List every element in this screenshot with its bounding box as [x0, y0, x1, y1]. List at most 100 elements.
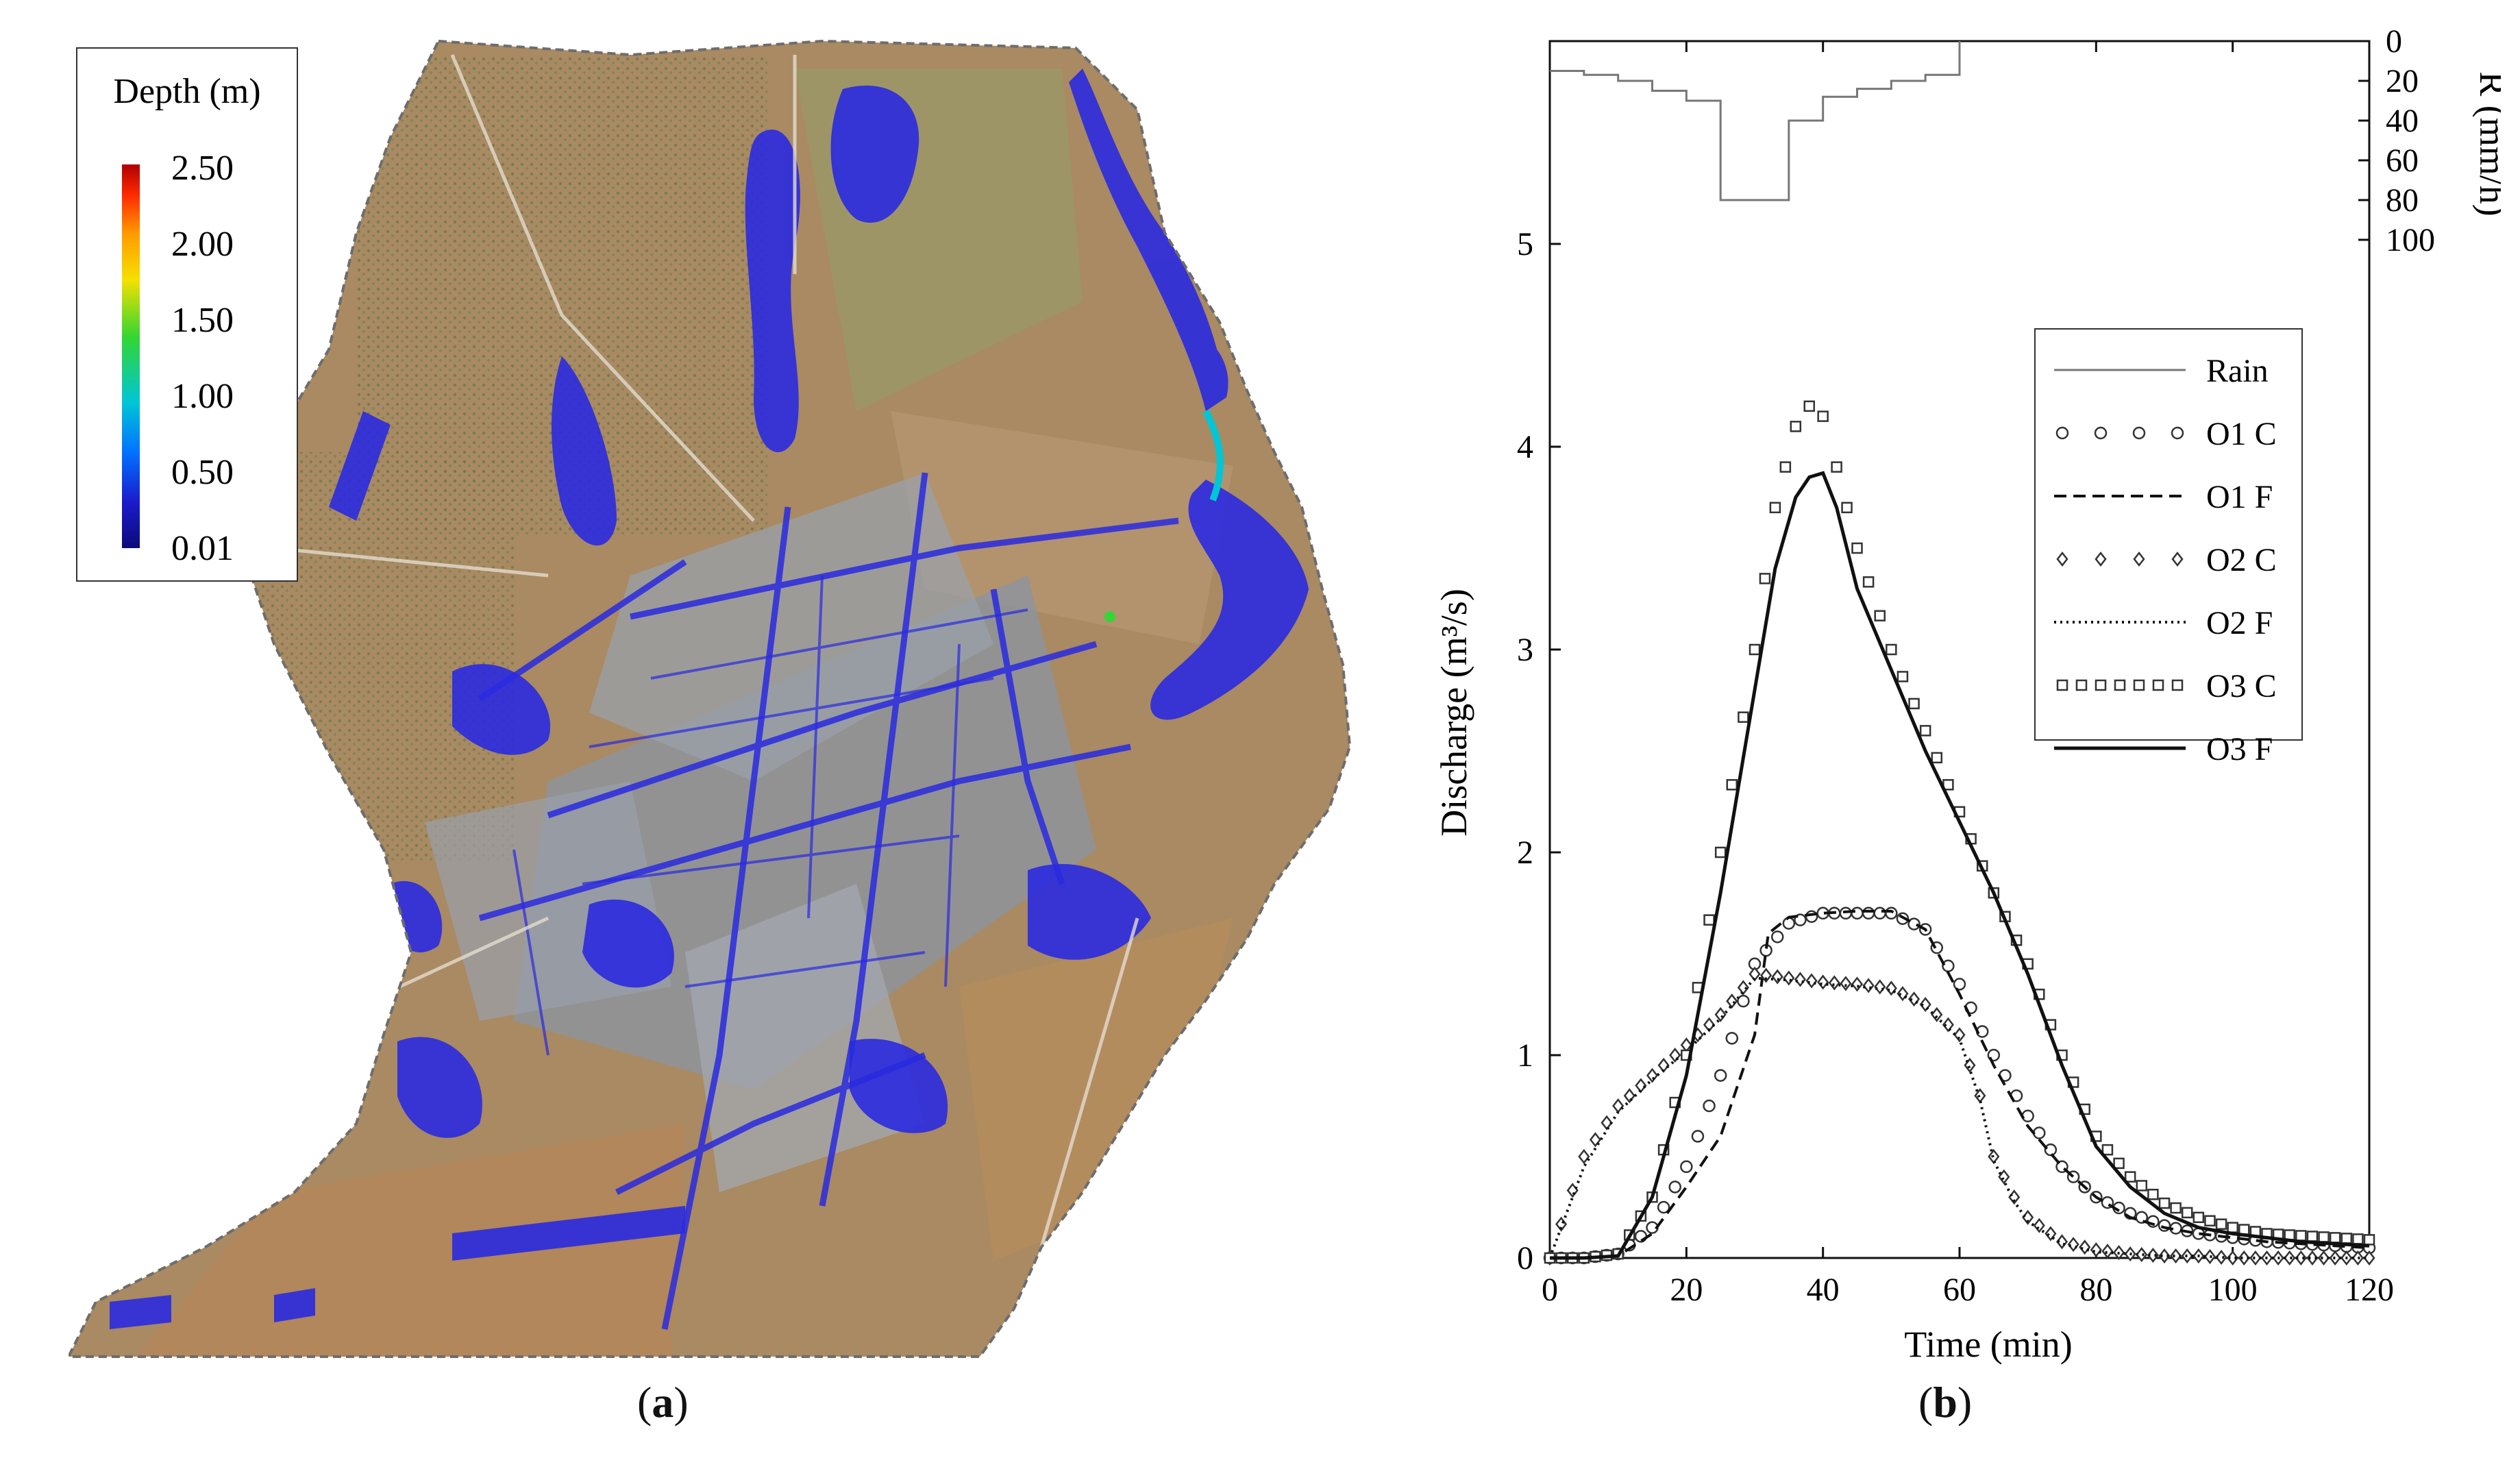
o2-c-marker	[1931, 1007, 1943, 1022]
o2-c-marker	[1998, 1169, 2010, 1185]
o3-c-marker	[2363, 1234, 2375, 1246]
o3-c-marker	[2227, 1222, 2238, 1233]
series-o3-f	[1550, 471, 2370, 1260]
flood-water	[110, 69, 1309, 1329]
o2-c-marker	[2045, 1226, 2057, 1242]
legend-marker	[2133, 679, 2145, 691]
o1-c-marker	[1770, 930, 1784, 943]
series-o1-f	[1550, 909, 2370, 1259]
o2-c-marker	[1964, 1057, 1976, 1073]
x-tick-label: 40	[1807, 1272, 1840, 1308]
o2-c-marker	[1714, 1007, 1727, 1022]
o2-c-marker	[1646, 1067, 1659, 1083]
o2-c-marker	[2215, 1249, 2227, 1266]
o3-c-marker	[1862, 576, 1875, 588]
o3-c-marker	[1779, 461, 1792, 473]
o3-c-marker	[2318, 1231, 2330, 1243]
o3-c-marker	[2101, 1144, 2114, 1156]
o2-c-marker	[1840, 976, 1852, 991]
legend-tick: 2.50	[171, 149, 234, 188]
depth-legend: Depth (m) 2.50 2.00 1.50 1.00 0.50 0.01	[76, 47, 298, 582]
legend-marker	[2075, 679, 2088, 691]
flood-map-panel: Depth (m) 2.50 2.00 1.50 1.00 0.50 0.01	[67, 27, 1357, 1363]
panel-label-b: (b)	[1918, 1378, 1973, 1427]
legend-marker	[2171, 551, 2184, 567]
o3-c-marker	[1931, 752, 1943, 764]
o1-c-marker	[1680, 1160, 1693, 1174]
legend-marker	[2094, 426, 2108, 440]
legend-marker	[2056, 679, 2068, 691]
o1-c-marker	[1703, 1099, 1716, 1113]
o2-c-marker	[1794, 972, 1807, 987]
o3-c-marker	[1714, 846, 1727, 859]
o1-c-marker	[1942, 959, 1955, 973]
o3-c-marker	[1817, 410, 1829, 422]
o3-c-marker	[2181, 1207, 2193, 1219]
o2-c-marker	[2306, 1250, 2319, 1266]
o3-c-marker	[2215, 1218, 2227, 1230]
o3-c-marker	[2124, 1171, 2136, 1183]
o3-c-marker	[2113, 1157, 2125, 1170]
y-tick-label: 5	[1517, 226, 1533, 262]
rain-tick-label: 60	[2386, 143, 2419, 179]
o3-c-marker	[1886, 643, 1897, 656]
legend-marker	[2171, 679, 2184, 691]
o3-c-marker	[1874, 610, 1886, 621]
o3-c-marker	[2136, 1180, 2148, 1192]
o3-c-marker	[1790, 421, 1802, 432]
o1-c-marker	[1782, 917, 1796, 930]
legend-marker	[2095, 551, 2107, 567]
o3-c-marker	[2192, 1211, 2205, 1224]
legend-marker	[2114, 679, 2126, 691]
x-axis-label: Time (min)	[1904, 1324, 2073, 1365]
o2-c-marker	[2295, 1250, 2307, 1266]
o3-c-marker	[1841, 502, 1853, 514]
o2-c-marker	[2227, 1250, 2239, 1266]
y-tick-label: 1	[1517, 1037, 1533, 1074]
rain-tick-label: 20	[2386, 63, 2419, 99]
o3-c-marker	[1908, 698, 1920, 710]
o1-c-marker	[1851, 906, 1864, 920]
o2-c-marker	[2101, 1244, 2114, 1259]
o2-c-marker	[2136, 1247, 2148, 1263]
chart-legend: Rain O1 C O1 F O2 C O2 F O3 C O3 F	[2034, 328, 2303, 767]
x-tick-label: 60	[1943, 1272, 1976, 1308]
o2-c-marker	[1578, 1148, 1590, 1165]
legend-marker	[2095, 679, 2107, 691]
y-tick-label: 4	[1517, 429, 1533, 465]
legend-tick: 1.00	[171, 377, 234, 416]
o1-c-marker	[1953, 978, 1966, 991]
o3-c-marker	[2329, 1232, 2341, 1244]
o2-c-marker	[2284, 1250, 2296, 1266]
x-tick-label: 100	[2208, 1272, 2258, 1308]
o2-c-marker	[2147, 1248, 2159, 1263]
o1-c-marker	[2021, 1109, 2034, 1123]
o3-c-marker	[1749, 643, 1761, 656]
o2-c-marker	[1874, 979, 1886, 995]
o3-c-marker	[1919, 725, 1931, 737]
o1-c-marker	[1714, 1069, 1727, 1082]
o2-c-marker	[2249, 1250, 2262, 1266]
legend-label: O2 C	[2206, 542, 2277, 578]
o1-c-marker	[1657, 1200, 1670, 1214]
legend-marker	[2132, 426, 2146, 440]
o2-c-marker	[1657, 1057, 1670, 1073]
x-tick-label: 80	[2079, 1272, 2112, 1308]
legend-label: Rain	[2206, 353, 2269, 389]
o3-c-marker	[1738, 711, 1749, 723]
o1-c-marker	[1862, 906, 1875, 920]
o3-c-marker	[2158, 1197, 2171, 1209]
rain-hyetograph	[1550, 41, 1961, 201]
o1-c-marker	[1668, 1181, 1681, 1194]
x-tick-label: 0	[1542, 1272, 1558, 1308]
rain-tick-label: 0	[2386, 23, 2402, 60]
o2-c-marker	[1919, 996, 1931, 1013]
o2-c-marker	[2170, 1248, 2182, 1264]
o2-c-marker	[1760, 967, 1772, 983]
o3-c-marker	[2340, 1233, 2353, 1244]
o2-c-marker	[2203, 1248, 2216, 1265]
o2-c-marker	[2158, 1248, 2171, 1264]
legend-tick: 0.50	[171, 453, 234, 492]
o1-c-marker	[1885, 906, 1898, 920]
